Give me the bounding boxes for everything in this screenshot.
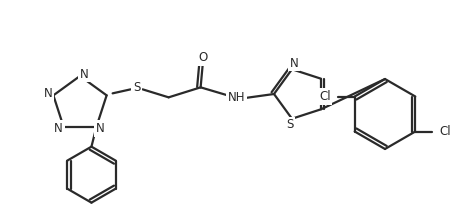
Text: N: N [79,68,88,80]
Text: S: S [286,118,294,131]
Text: N: N [54,122,63,135]
Text: O: O [198,51,207,64]
Text: NH: NH [228,91,245,104]
Text: Cl: Cl [439,125,451,138]
Text: N: N [44,87,53,100]
Text: N: N [96,122,105,135]
Text: Cl: Cl [319,90,330,103]
Text: S: S [133,81,141,94]
Text: N: N [290,57,298,70]
